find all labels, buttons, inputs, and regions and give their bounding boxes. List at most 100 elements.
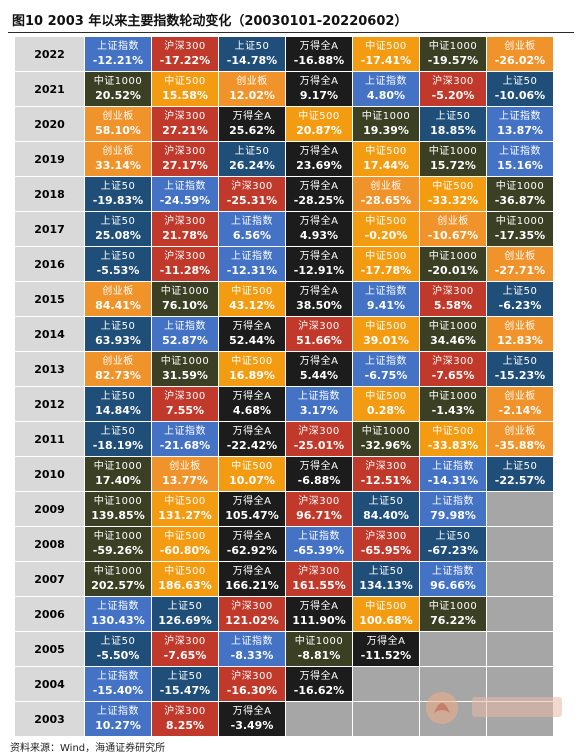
table-row: 2004 上证指数 -15.40% 上证50 -15.47% 沪深300 -16.30% 万得… bbox=[15, 667, 554, 702]
year-label: 2021 bbox=[15, 72, 85, 107]
index-cell: 上证50 14.84% bbox=[85, 387, 152, 422]
index-name: 万得全A bbox=[299, 181, 339, 192]
index-return: -5.53% bbox=[96, 264, 140, 277]
index-return: -22.57% bbox=[494, 474, 546, 487]
index-return: -19.57% bbox=[427, 54, 479, 67]
index-name: 上证50 bbox=[234, 41, 270, 52]
index-name: 沪深300 bbox=[298, 321, 340, 332]
index-cell: 万得全A -62.92% bbox=[219, 527, 286, 562]
index-return: -20.01% bbox=[427, 264, 479, 277]
index-cell: 中证1000 -36.87% bbox=[487, 177, 554, 212]
index-name: 创业板 bbox=[504, 391, 536, 402]
index-return: 131.27% bbox=[158, 509, 212, 522]
index-cell: 中证500 10.07% bbox=[219, 457, 286, 492]
index-name: 上证50 bbox=[100, 216, 136, 227]
index-name: 中证500 bbox=[365, 216, 407, 227]
watermark-logo-icon bbox=[426, 692, 562, 724]
index-cell: 中证500 -17.41% bbox=[353, 37, 420, 72]
index-return: 76.10% bbox=[162, 299, 208, 312]
index-return: 111.90% bbox=[292, 614, 346, 627]
index-return: -14.78% bbox=[226, 54, 278, 67]
index-name: 上证50 bbox=[100, 426, 136, 437]
index-cell: 上证50 26.24% bbox=[219, 142, 286, 177]
index-name: 中证1000 bbox=[495, 181, 545, 192]
index-name: 中证1000 bbox=[428, 251, 478, 262]
index-cell: 中证500 -0.20% bbox=[353, 212, 420, 247]
index-name: 沪深300 bbox=[231, 601, 273, 612]
index-name: 沪深300 bbox=[164, 706, 206, 717]
index-name: 中证1000 bbox=[294, 636, 344, 647]
index-return: -65.39% bbox=[293, 544, 345, 557]
empty-cell bbox=[286, 702, 353, 737]
index-cell: 万得全A 9.17% bbox=[286, 72, 353, 107]
index-cell: 创业板 -26.02% bbox=[487, 37, 554, 72]
index-cell: 沪深300 -11.28% bbox=[152, 247, 219, 282]
index-return: -11.28% bbox=[159, 264, 211, 277]
index-cell: 万得全A 111.90% bbox=[286, 597, 353, 632]
index-name: 沪深300 bbox=[231, 671, 273, 682]
index-name: 中证1000 bbox=[160, 356, 210, 367]
index-return: 79.98% bbox=[430, 509, 476, 522]
index-cell: 万得全A 166.21% bbox=[219, 562, 286, 597]
index-return: -17.35% bbox=[494, 229, 546, 242]
index-cell: 创业板 -35.88% bbox=[487, 422, 554, 457]
index-name: 中证500 bbox=[164, 496, 206, 507]
index-name: 上证指数 bbox=[432, 496, 474, 507]
index-name: 上证50 bbox=[435, 531, 471, 542]
index-cell: 沪深300 21.78% bbox=[152, 212, 219, 247]
index-name: 中证500 bbox=[164, 76, 206, 87]
index-name: 沪深300 bbox=[365, 461, 407, 472]
index-name: 中证1000 bbox=[428, 41, 478, 52]
table-row: 2008 中证1000 -59.26% 中证500 -60.80% 万得全A -62.92%… bbox=[15, 527, 554, 562]
index-name: 上证指数 bbox=[97, 601, 139, 612]
index-cell: 中证1000 20.52% bbox=[85, 72, 152, 107]
index-cell: 中证500 20.87% bbox=[286, 107, 353, 142]
index-return: 9.41% bbox=[366, 299, 406, 312]
index-name: 中证1000 bbox=[428, 601, 478, 612]
index-name: 沪深300 bbox=[432, 76, 474, 87]
index-return: 17.44% bbox=[363, 159, 409, 172]
index-cell: 上证指数 13.87% bbox=[487, 107, 554, 142]
index-return: 105.47% bbox=[225, 509, 279, 522]
index-cell: 创业板 13.77% bbox=[152, 457, 219, 492]
index-name: 中证500 bbox=[231, 461, 273, 472]
index-name: 上证50 bbox=[167, 601, 203, 612]
index-cell: 万得全A 105.47% bbox=[219, 492, 286, 527]
index-cell: 中证1000 -1.43% bbox=[420, 387, 487, 422]
index-name: 沪深300 bbox=[365, 531, 407, 542]
index-name: 中证1000 bbox=[93, 566, 143, 577]
index-cell: 沪深300 5.58% bbox=[420, 282, 487, 317]
index-name: 上证指数 bbox=[298, 531, 340, 542]
table-row: 2015 创业板 84.41% 中证1000 76.10% 中证500 43.12% 万得全A… bbox=[15, 282, 554, 317]
index-cell: 中证1000 17.40% bbox=[85, 457, 152, 492]
index-name: 上证50 bbox=[100, 321, 136, 332]
index-name: 上证指数 bbox=[164, 181, 206, 192]
index-cell: 创业板 -2.14% bbox=[487, 387, 554, 422]
index-return: -5.50% bbox=[96, 649, 140, 662]
index-cell: 上证指数 6.56% bbox=[219, 212, 286, 247]
index-cell: 沪深300 161.55% bbox=[286, 562, 353, 597]
index-cell: 万得全A 38.50% bbox=[286, 282, 353, 317]
index-name: 沪深300 bbox=[432, 286, 474, 297]
table-row: 2021 中证1000 20.52% 中证500 15.58% 创业板 12.02% 万得全A… bbox=[15, 72, 554, 107]
index-return: 96.71% bbox=[296, 509, 342, 522]
year-label: 2012 bbox=[15, 387, 85, 422]
index-name: 上证指数 bbox=[365, 286, 407, 297]
index-return: 20.52% bbox=[95, 89, 141, 102]
index-cell: 中证1000 76.22% bbox=[420, 597, 487, 632]
index-name: 创业板 bbox=[504, 321, 536, 332]
index-return: 84.41% bbox=[95, 299, 141, 312]
index-cell: 上证50 -5.50% bbox=[85, 632, 152, 667]
index-cell: 中证1000 139.85% bbox=[85, 492, 152, 527]
index-return: 63.93% bbox=[95, 334, 141, 347]
year-label: 2008 bbox=[15, 527, 85, 562]
index-name: 上证指数 bbox=[499, 146, 541, 157]
index-cell: 创业板 84.41% bbox=[85, 282, 152, 317]
index-name: 中证500 bbox=[365, 601, 407, 612]
index-cell: 上证50 -18.19% bbox=[85, 422, 152, 457]
index-cell: 万得全A -11.52% bbox=[353, 632, 420, 667]
index-return: -2.14% bbox=[498, 404, 542, 417]
index-name: 万得全A bbox=[232, 321, 272, 332]
index-cell: 上证指数 4.80% bbox=[353, 72, 420, 107]
index-return: 52.44% bbox=[229, 334, 275, 347]
